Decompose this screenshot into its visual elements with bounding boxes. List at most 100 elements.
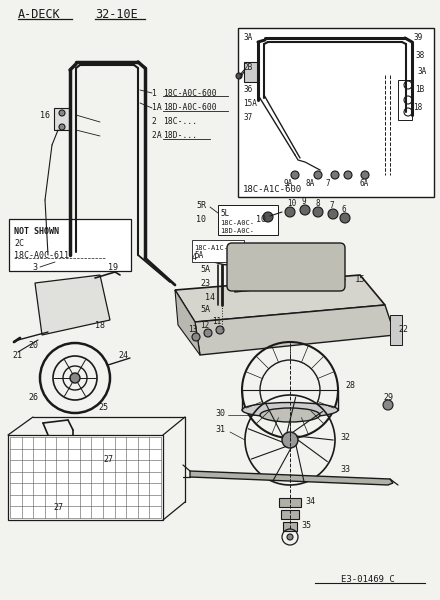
Text: 18D-A0C-: 18D-A0C- xyxy=(220,228,254,234)
Bar xyxy=(244,62,258,82)
Text: 8: 8 xyxy=(315,199,319,208)
Text: 3: 3 xyxy=(32,263,37,272)
Text: 23: 23 xyxy=(200,280,210,289)
Circle shape xyxy=(204,329,212,337)
Text: 15A: 15A xyxy=(243,98,257,107)
Text: 14: 14 xyxy=(205,293,215,302)
Bar xyxy=(238,28,434,197)
Polygon shape xyxy=(195,305,395,355)
Text: 18C-A0C-611: 18C-A0C-611 xyxy=(14,251,69,260)
Bar xyxy=(54,108,70,130)
Circle shape xyxy=(285,207,295,217)
Circle shape xyxy=(263,212,273,222)
FancyBboxPatch shape xyxy=(227,243,345,291)
Text: 18: 18 xyxy=(413,103,422,113)
Text: 18D-A0C-600: 18D-A0C-600 xyxy=(163,103,216,113)
Text: 32-10E: 32-10E xyxy=(95,7,138,20)
Text: 34: 34 xyxy=(305,497,315,506)
Text: 22: 22 xyxy=(398,325,408,335)
Text: A-DECK: A-DECK xyxy=(18,7,61,20)
Text: 35: 35 xyxy=(301,521,311,530)
Polygon shape xyxy=(190,471,393,485)
Text: 1B: 1B xyxy=(415,85,424,94)
Circle shape xyxy=(291,171,299,179)
Text: 11: 11 xyxy=(212,317,221,326)
Text: 24: 24 xyxy=(118,350,128,359)
Text: 1: 1 xyxy=(152,88,167,97)
Text: 5A: 5A xyxy=(200,305,210,314)
Circle shape xyxy=(59,124,65,130)
Text: 18C-A0C-600: 18C-A0C-600 xyxy=(163,88,216,97)
Text: 6: 6 xyxy=(342,205,347,214)
Polygon shape xyxy=(175,290,200,355)
Text: 37: 37 xyxy=(243,113,252,122)
Text: 4: 4 xyxy=(192,253,197,263)
Text: 21: 21 xyxy=(12,352,22,361)
Bar xyxy=(398,80,412,120)
Text: 10: 10 xyxy=(287,199,296,208)
Text: 7: 7 xyxy=(330,200,335,209)
Text: 6A: 6A xyxy=(360,179,369,187)
Text: 3A: 3A xyxy=(243,32,252,41)
Text: 18C-A1C-: 18C-A1C- xyxy=(194,245,228,251)
Text: 12: 12 xyxy=(200,320,209,329)
Text: 38: 38 xyxy=(415,50,424,59)
Bar xyxy=(8,435,163,520)
Polygon shape xyxy=(35,275,110,335)
Text: 5R: 5R xyxy=(196,200,206,209)
Ellipse shape xyxy=(242,403,338,418)
Text: 18C-...: 18C-... xyxy=(163,118,197,127)
Circle shape xyxy=(331,171,339,179)
Bar xyxy=(283,522,297,531)
Text: 5A: 5A xyxy=(194,251,203,260)
Circle shape xyxy=(313,207,323,217)
Text: 18D-...: 18D-... xyxy=(163,131,197,140)
Polygon shape xyxy=(175,275,385,322)
Text: 18: 18 xyxy=(95,320,105,329)
Text: 33: 33 xyxy=(340,464,350,473)
Text: 10: 10 xyxy=(256,215,266,224)
Circle shape xyxy=(59,110,65,116)
Polygon shape xyxy=(230,250,345,292)
Text: 31: 31 xyxy=(215,425,225,434)
Text: 13: 13 xyxy=(188,325,197,334)
Text: 3A: 3A xyxy=(418,67,427,76)
Text: 29: 29 xyxy=(383,394,393,403)
Text: 16: 16 xyxy=(40,110,50,119)
Text: 36: 36 xyxy=(243,85,252,94)
Circle shape xyxy=(300,205,310,215)
Bar xyxy=(390,315,402,345)
Circle shape xyxy=(192,333,200,341)
Circle shape xyxy=(344,171,352,179)
Circle shape xyxy=(70,373,80,383)
Text: 10: 10 xyxy=(196,215,206,224)
Circle shape xyxy=(328,209,338,219)
Text: 25: 25 xyxy=(98,403,108,413)
Text: 7: 7 xyxy=(325,179,330,187)
Text: 18C-A0C-: 18C-A0C- xyxy=(220,220,254,226)
Bar xyxy=(281,510,299,519)
Circle shape xyxy=(383,400,393,410)
Text: 26: 26 xyxy=(28,394,38,403)
Text: 2B: 2B xyxy=(243,64,252,73)
Text: 19: 19 xyxy=(108,263,118,272)
Circle shape xyxy=(282,432,298,448)
Circle shape xyxy=(314,171,322,179)
Circle shape xyxy=(287,534,293,540)
Text: 39: 39 xyxy=(413,32,422,41)
Text: 18C-A1C-600: 18C-A1C-600 xyxy=(243,185,302,194)
Bar xyxy=(279,498,301,507)
Text: 28: 28 xyxy=(345,380,355,389)
Text: 2A: 2A xyxy=(152,131,167,140)
Circle shape xyxy=(216,326,224,334)
Text: 27: 27 xyxy=(103,455,113,464)
Ellipse shape xyxy=(260,408,320,422)
Text: 1A: 1A xyxy=(152,103,167,113)
Text: E3-01469 C: E3-01469 C xyxy=(341,575,395,584)
Circle shape xyxy=(340,213,350,223)
Bar xyxy=(218,205,278,235)
Bar xyxy=(192,240,244,262)
Text: 20: 20 xyxy=(28,340,38,349)
Circle shape xyxy=(361,171,369,179)
Text: 5A: 5A xyxy=(200,265,210,275)
